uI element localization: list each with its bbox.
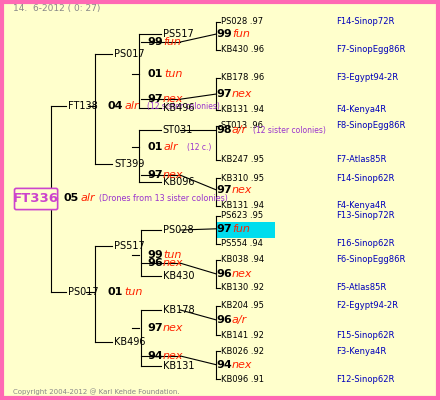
Text: ST031: ST031 bbox=[163, 125, 193, 135]
Text: F8-SinopEgg86R: F8-SinopEgg86R bbox=[337, 122, 406, 130]
Text: PS028 .97: PS028 .97 bbox=[221, 18, 263, 26]
Bar bbox=[216, 222, 275, 238]
Text: 94: 94 bbox=[147, 351, 163, 361]
Text: PS554 .94: PS554 .94 bbox=[221, 240, 263, 248]
Text: 99: 99 bbox=[216, 29, 232, 39]
Text: KB204 .95: KB204 .95 bbox=[221, 302, 264, 310]
Text: KB178: KB178 bbox=[163, 305, 194, 315]
Text: 01: 01 bbox=[147, 142, 163, 152]
Text: KB096 .91: KB096 .91 bbox=[221, 375, 264, 384]
Text: fun: fun bbox=[163, 37, 181, 47]
Text: alr: alr bbox=[81, 193, 95, 203]
Text: PS028: PS028 bbox=[163, 225, 194, 235]
Text: ST013 .96: ST013 .96 bbox=[221, 122, 263, 130]
Text: nex: nex bbox=[163, 94, 183, 104]
Text: KB131 .94: KB131 .94 bbox=[221, 106, 264, 114]
Text: F4-Kenya4R: F4-Kenya4R bbox=[337, 202, 387, 210]
Text: FT336: FT336 bbox=[13, 192, 59, 204]
Text: 99: 99 bbox=[147, 250, 163, 260]
Text: 14.  6-2012 ( 0: 27): 14. 6-2012 ( 0: 27) bbox=[13, 4, 101, 13]
Text: nex: nex bbox=[232, 360, 253, 370]
FancyBboxPatch shape bbox=[15, 188, 58, 210]
Text: (12 c.): (12 c.) bbox=[187, 143, 211, 152]
Text: 96: 96 bbox=[147, 258, 163, 268]
Text: F7-SinopEgg86R: F7-SinopEgg86R bbox=[337, 46, 406, 54]
Text: 97: 97 bbox=[147, 323, 163, 333]
Text: PS017: PS017 bbox=[68, 287, 99, 297]
Text: KB496: KB496 bbox=[163, 103, 194, 113]
Text: 05: 05 bbox=[64, 193, 79, 203]
Text: KB096: KB096 bbox=[163, 177, 194, 187]
Text: KB038 .94: KB038 .94 bbox=[221, 256, 264, 264]
Text: 99: 99 bbox=[147, 37, 163, 47]
Text: 01: 01 bbox=[108, 287, 123, 297]
Text: KB430: KB430 bbox=[163, 271, 194, 281]
Text: (Drones from 13 sister colonies): (Drones from 13 sister colonies) bbox=[99, 194, 228, 202]
Text: KB026 .92: KB026 .92 bbox=[221, 347, 264, 356]
Text: 01: 01 bbox=[147, 69, 163, 79]
Text: nex: nex bbox=[163, 323, 183, 333]
Text: 97: 97 bbox=[216, 89, 232, 99]
Text: F7-Atlas85R: F7-Atlas85R bbox=[337, 156, 387, 164]
Text: nex: nex bbox=[232, 269, 253, 279]
Text: 96: 96 bbox=[216, 315, 232, 325]
Text: 96: 96 bbox=[216, 269, 232, 279]
Text: (12 sister colonies): (12 sister colonies) bbox=[147, 102, 220, 110]
Text: F4-Kenya4R: F4-Kenya4R bbox=[337, 106, 387, 114]
Text: F16-Sinop62R: F16-Sinop62R bbox=[337, 240, 395, 248]
Text: tun: tun bbox=[163, 250, 181, 260]
Text: tun: tun bbox=[164, 69, 183, 79]
Text: 97: 97 bbox=[216, 185, 232, 195]
Text: nex: nex bbox=[163, 170, 183, 180]
Text: PS517: PS517 bbox=[163, 29, 194, 39]
Text: F14-Sinop72R: F14-Sinop72R bbox=[337, 18, 395, 26]
Text: KB131: KB131 bbox=[163, 361, 194, 371]
Text: Copyright 2004-2012 @ Karl Kehde Foundation.: Copyright 2004-2012 @ Karl Kehde Foundat… bbox=[13, 388, 180, 394]
Text: 97: 97 bbox=[216, 224, 232, 234]
Text: F6-SinopEgg86R: F6-SinopEgg86R bbox=[337, 256, 406, 264]
Text: KB141 .92: KB141 .92 bbox=[221, 331, 264, 340]
Text: 94: 94 bbox=[216, 360, 232, 370]
Text: PS017: PS017 bbox=[114, 49, 145, 59]
Text: KB131 .94: KB131 .94 bbox=[221, 202, 264, 210]
Text: KB496: KB496 bbox=[114, 337, 146, 347]
Text: a/r: a/r bbox=[232, 315, 247, 325]
Text: F2-Egypt94-2R: F2-Egypt94-2R bbox=[337, 302, 399, 310]
Text: KB310 .95: KB310 .95 bbox=[221, 174, 264, 182]
Text: nex: nex bbox=[232, 89, 253, 99]
Text: FT138: FT138 bbox=[68, 101, 98, 111]
Text: 04: 04 bbox=[108, 101, 123, 111]
Text: nex: nex bbox=[232, 185, 253, 195]
Text: nex: nex bbox=[163, 258, 183, 268]
Text: F3-Kenya4R: F3-Kenya4R bbox=[337, 347, 387, 356]
Text: (12 sister colonies): (12 sister colonies) bbox=[253, 126, 326, 134]
Text: alr: alr bbox=[163, 142, 178, 152]
Text: KB430 .96: KB430 .96 bbox=[221, 46, 264, 54]
Text: F15-Sinop62R: F15-Sinop62R bbox=[337, 331, 395, 340]
Text: a/r: a/r bbox=[232, 125, 247, 135]
Text: 97: 97 bbox=[147, 170, 163, 180]
Text: alr: alr bbox=[125, 101, 139, 111]
Text: F12-Sinop62R: F12-Sinop62R bbox=[337, 375, 395, 384]
Text: nex: nex bbox=[163, 351, 183, 361]
Text: 97: 97 bbox=[147, 94, 163, 104]
Text: F14-Sinop62R: F14-Sinop62R bbox=[337, 174, 395, 182]
Text: KB247 .95: KB247 .95 bbox=[221, 156, 264, 164]
Text: KB178 .96: KB178 .96 bbox=[221, 74, 264, 82]
Text: PS623 .95: PS623 .95 bbox=[221, 212, 263, 220]
Text: 98: 98 bbox=[216, 125, 232, 135]
Text: F3-Egypt94-2R: F3-Egypt94-2R bbox=[337, 74, 399, 82]
Text: F5-Atlas85R: F5-Atlas85R bbox=[337, 284, 387, 292]
Text: F13-Sinop72R: F13-Sinop72R bbox=[337, 212, 395, 220]
Text: PS517: PS517 bbox=[114, 241, 145, 251]
Text: fun: fun bbox=[232, 224, 250, 234]
Text: KB130 .92: KB130 .92 bbox=[221, 284, 264, 292]
Text: fun: fun bbox=[232, 29, 250, 39]
Text: ST399: ST399 bbox=[114, 159, 145, 169]
Text: tun: tun bbox=[125, 287, 143, 297]
